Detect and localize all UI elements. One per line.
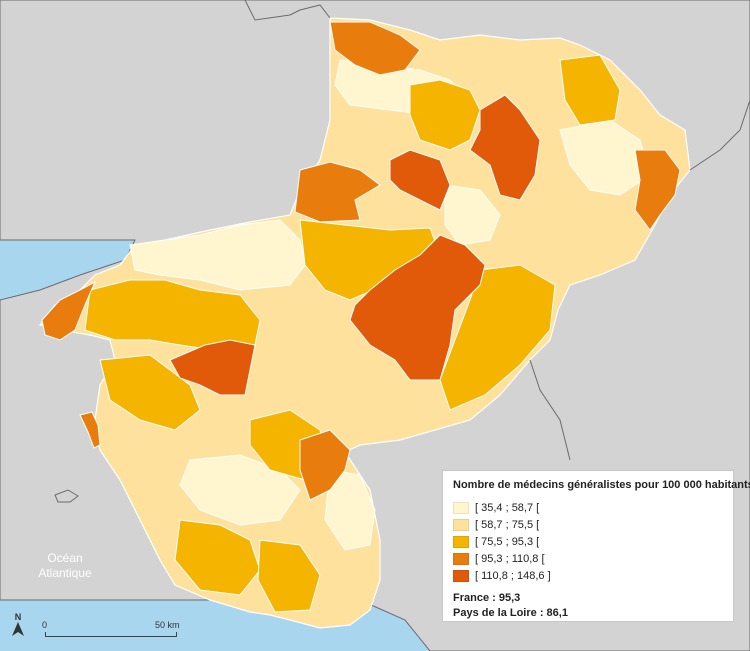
neighbour-border-north	[244, 0, 331, 21]
zone-class1-f	[324, 469, 376, 551]
legend-stats: France : 95,3 Pays de la Loire : 86,1	[453, 591, 723, 621]
legend-item: [ 58,7 ; 75,5 [	[453, 516, 723, 533]
zone-class3-f	[99, 354, 201, 431]
zone-class3-i	[257, 539, 321, 613]
scale-start-label: 0	[42, 620, 48, 630]
ocean-label-line2: Atlantique	[38, 566, 92, 580]
island-noirmoutier	[79, 411, 101, 449]
zone-class4-b	[294, 161, 381, 223]
zone-class4-a	[329, 21, 421, 76]
legend-swatch	[453, 501, 469, 514]
zone-class4-e	[299, 429, 351, 501]
zone-class4-c	[634, 149, 681, 231]
zone-class3-c	[439, 264, 556, 411]
zone-class4-d	[41, 280, 97, 341]
ocean-label: Océan Atlantique	[30, 551, 100, 581]
region-average: Pays de la Loire : 86,1	[453, 607, 568, 619]
legend-item: [ 95,3 ; 110,8 [	[453, 550, 723, 567]
zone-class1-a	[129, 219, 306, 291]
north-arrow: N	[10, 612, 26, 641]
neighbour-border-east	[689, 99, 750, 171]
zone-class5-b	[169, 339, 256, 396]
legend-swatch	[453, 569, 469, 582]
north-letter: N	[14, 612, 22, 622]
zone-class1-e	[179, 454, 301, 526]
legend-item: [ 75,5 ; 95,3 [	[453, 533, 723, 550]
scale-bar-line	[45, 632, 177, 637]
map-legend: Nombre de médecins généralistes pour 100…	[442, 470, 750, 622]
legend-item: [ 110,8 ; 148,6 ]	[453, 567, 723, 584]
island-yeu	[54, 489, 79, 503]
legend-label: [ 110,8 ; 148,6 ]	[475, 569, 551, 582]
zone-class3-d	[409, 79, 481, 151]
legend-label: [ 35,4 ; 58,7 [	[475, 501, 540, 514]
zone-class5-d	[469, 94, 541, 201]
zone-class3-e	[559, 54, 621, 126]
zone-class5-a	[349, 234, 486, 381]
north-arrow-icon	[12, 622, 24, 636]
france-average: France : 95,3	[453, 592, 521, 604]
scale-end-label: 50 km	[155, 620, 180, 630]
zone-class3-h	[174, 519, 261, 596]
zone-class1-c	[444, 184, 501, 246]
legend-swatch	[453, 518, 469, 531]
legend-swatch	[453, 535, 469, 548]
legend-swatch	[453, 552, 469, 565]
scale-bar: 0 50 km	[42, 620, 185, 640]
legend-label: [ 95,3 ; 110,8 [	[475, 552, 545, 565]
neighbour-border-southeast	[529, 359, 571, 461]
zone-class1-d	[559, 119, 651, 196]
legend-item: [ 35,4 ; 58,7 [	[453, 499, 723, 516]
legend-title: Nombre de médecins généralistes pour 100…	[453, 479, 750, 491]
legend-label: [ 58,7 ; 75,5 [	[475, 518, 540, 531]
zone-class5-c	[389, 149, 451, 211]
legend-label: [ 75,5 ; 95,3 [	[475, 535, 540, 548]
ocean-label-line1: Océan	[47, 551, 83, 565]
